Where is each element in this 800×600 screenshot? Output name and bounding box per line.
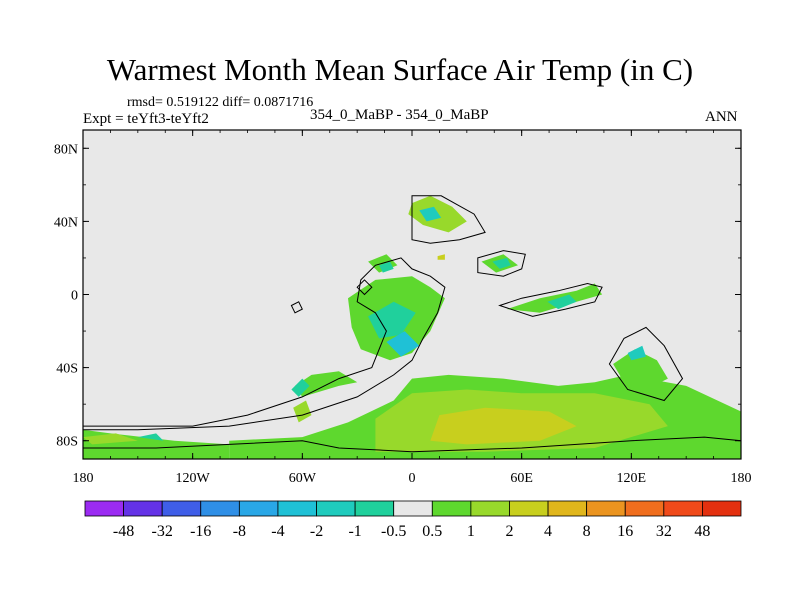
map-plot-area xyxy=(82,130,742,460)
y-tick-label: 40N xyxy=(54,215,78,230)
colorbar-label: 32 xyxy=(656,523,672,540)
coastline-east-block xyxy=(608,326,684,402)
season-label: ANN xyxy=(705,109,738,125)
x-tick-label: 180 xyxy=(73,471,94,486)
field-south-america-patch xyxy=(293,400,312,423)
x-tick-label: 120W xyxy=(176,471,211,486)
colorbar-box-8 xyxy=(393,500,433,517)
coastline-central-island xyxy=(477,250,526,277)
colorbar-box-14 xyxy=(624,500,665,517)
colorbar-label: -32 xyxy=(152,523,173,540)
colorbar-box-1 xyxy=(123,500,163,517)
colorbar-label: 48 xyxy=(694,523,710,540)
field-south-core xyxy=(430,407,577,445)
field-west-island-teal xyxy=(291,378,310,397)
field-dateline-patch xyxy=(83,433,138,445)
colorbar-label: 8 xyxy=(583,523,591,540)
y-tick-label: 80N xyxy=(54,142,78,157)
field-yellow-dot xyxy=(437,254,445,260)
colorbar-label: 4 xyxy=(544,523,552,540)
colorbar-label: 2 xyxy=(505,523,513,540)
colorbar-box-16 xyxy=(702,500,742,517)
y-tick-label: 40S xyxy=(56,362,78,377)
x-tick-label: 60W xyxy=(289,471,317,486)
colorbar-box-2 xyxy=(161,500,202,517)
field-dateline-teal xyxy=(137,433,164,441)
x-tick-label: 0 xyxy=(409,471,416,486)
field-east-ridge xyxy=(507,283,603,313)
colorbar-label: 1 xyxy=(467,523,475,540)
x-tick-label: 60E xyxy=(510,471,533,486)
colorbar-label: -2 xyxy=(310,523,323,540)
coastline-island-b xyxy=(356,279,373,296)
field-north-teal xyxy=(419,206,442,222)
field-island-central-teal xyxy=(492,257,511,269)
colorbar-box-10 xyxy=(470,500,510,517)
colorbar-label: -4 xyxy=(271,523,284,540)
y-tick-label: 0 xyxy=(71,289,78,304)
colorbar-box-15 xyxy=(663,500,703,517)
colorbar-box-6 xyxy=(316,500,356,517)
colorbar-label: -0.5 xyxy=(381,523,406,540)
colorbar-box-9 xyxy=(431,500,472,517)
rmsd-diff-stats: rmsd= 0.519122 diff= 0.0871716 xyxy=(127,95,314,110)
colorbar-box-11 xyxy=(509,500,549,517)
field-east-block xyxy=(613,349,668,390)
coastline-west-continent xyxy=(82,257,446,431)
map-axes: 180 120W 60W 0 60E 120E 180 80N 40N 0 40S 80S xyxy=(54,129,752,486)
colorbar-label: -1 xyxy=(348,523,361,540)
colorbar-box-3 xyxy=(200,500,240,517)
colorbar-box-12 xyxy=(547,500,588,517)
coastline-small-island xyxy=(290,301,303,314)
field-east-teal xyxy=(627,345,646,361)
colorbar-box-5 xyxy=(277,500,317,517)
colorbar-label: 0.5 xyxy=(422,523,442,540)
coastline-east-ridge xyxy=(498,282,603,317)
field-east-ridge-teal xyxy=(547,294,577,310)
colorbar: -48 -32 -16 -8 -4 -2 -1 -0.5 0.5 1 2 4 8 16 32 48 xyxy=(84,500,742,540)
y-tick-label: 80S xyxy=(56,435,78,450)
chart-title: Warmest Month Mean Surface Air Temp (in … xyxy=(106,52,694,87)
x-tick-label: 120E xyxy=(617,471,647,486)
colorbar-label: -8 xyxy=(233,523,246,540)
x-tick-label: 180 xyxy=(731,471,752,486)
field-africa-blue xyxy=(386,331,420,357)
coastline-north-continent xyxy=(411,195,486,244)
colorbar-box-7 xyxy=(354,500,395,517)
field-island-west-teal xyxy=(379,261,394,273)
colorbar-label: -16 xyxy=(190,523,211,540)
experiment-label: Expt = teYft3-teYft2 xyxy=(83,111,209,127)
colorbar-label: 16 xyxy=(617,523,633,540)
field-africa-teal xyxy=(368,301,416,339)
colorbar-label: -48 xyxy=(113,523,134,540)
colorbar-box-4 xyxy=(238,500,279,517)
colorbar-box-0 xyxy=(84,500,124,517)
colorbar-box-13 xyxy=(586,500,626,517)
period-label: 354_0_MaBP - 354_0_MaBP xyxy=(310,107,489,123)
